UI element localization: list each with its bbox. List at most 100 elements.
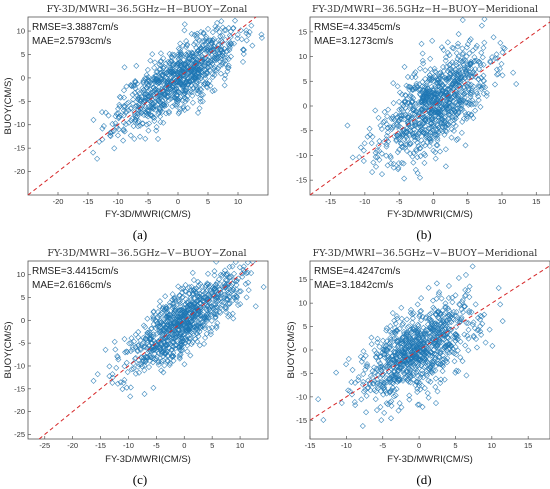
data-point [138,94,145,101]
data-point [483,92,490,99]
data-point [383,132,390,139]
data-point [414,330,421,337]
data-point [431,105,438,113]
data-point [467,100,474,107]
data-point [494,55,501,62]
data-point [367,372,374,379]
data-point [436,309,443,316]
data-point [452,122,459,129]
data-point [456,301,463,308]
data-point [384,401,391,408]
panel-a-rmse: RMSE=3.3887cm/s [32,22,118,33]
data-point [421,113,428,120]
data-point [209,29,216,36]
data-point [106,363,113,370]
data-point [433,295,440,302]
data-point [419,333,426,340]
data-point [448,319,455,326]
data-point [445,294,452,302]
data-point [427,55,434,62]
data-point [239,58,247,65]
data-point [201,340,208,347]
panel-b-caption: (b) [416,227,431,242]
data-point [443,63,450,70]
data-point [196,105,203,112]
data-point [412,100,419,107]
data-point [135,361,142,368]
data-point [446,319,453,326]
data-point [400,112,407,119]
data-point [419,93,426,100]
data-point [126,340,133,347]
data-point [174,323,182,330]
data-point [133,62,140,69]
data-point [198,319,205,326]
data-point [468,111,475,118]
data-point [160,369,167,376]
data-point [192,335,199,343]
data-point [153,124,160,131]
data-point [399,359,406,366]
data-point [198,324,205,331]
data-point [412,134,419,141]
data-point [196,328,203,335]
data-point [451,334,458,341]
data-point [230,25,237,32]
data-point [445,91,452,98]
data-point [410,310,417,317]
data-point [381,354,388,361]
data-point [493,71,501,78]
data-point [150,84,157,91]
data-point [478,49,485,56]
panel-a-xlabel: FY-3D/MWRI(CM/S) [105,209,191,220]
data-point [170,350,177,357]
data-point [195,278,202,285]
data-point [216,62,223,69]
data-point [468,58,475,65]
data-point [402,92,409,99]
data-point [396,400,403,407]
data-point [156,79,163,86]
data-point [205,60,212,67]
data-point [144,107,151,114]
data-point [214,19,221,26]
data-point [348,379,355,386]
y-tick-label: 0 [303,102,307,111]
data-point [178,285,185,292]
x-tick-label: 10 [234,197,242,206]
data-point [138,109,145,116]
data-point [498,60,505,67]
data-point [421,104,428,111]
data-point [399,130,406,137]
data-point [463,53,470,60]
data-point [244,261,251,266]
data-point [388,402,395,409]
data-point [174,333,181,340]
data-point [394,119,401,126]
data-point [446,311,453,318]
panel-c-ticks: -25 -20 -15 -10 -5 0 5 10 -25 -20 -15 -10 -5 0 5 10 [14,270,244,450]
data-point [376,353,383,360]
data-point [407,306,414,313]
data-point [426,135,434,142]
data-point [315,396,322,403]
data-point [427,138,434,145]
data-point [212,282,219,289]
data-point [440,346,447,353]
data-point [203,68,210,76]
data-point [345,387,352,394]
data-point [240,266,247,273]
data-point [443,329,450,336]
data-point [148,325,155,332]
data-point [431,91,438,98]
data-point [165,314,172,321]
data-point [457,99,464,106]
data-point [448,108,455,115]
data-point [437,361,444,368]
data-point [132,343,139,350]
data-point [412,382,419,389]
data-point [158,309,165,316]
data-point [200,30,207,37]
data-point [208,39,215,46]
data-point [236,288,243,295]
